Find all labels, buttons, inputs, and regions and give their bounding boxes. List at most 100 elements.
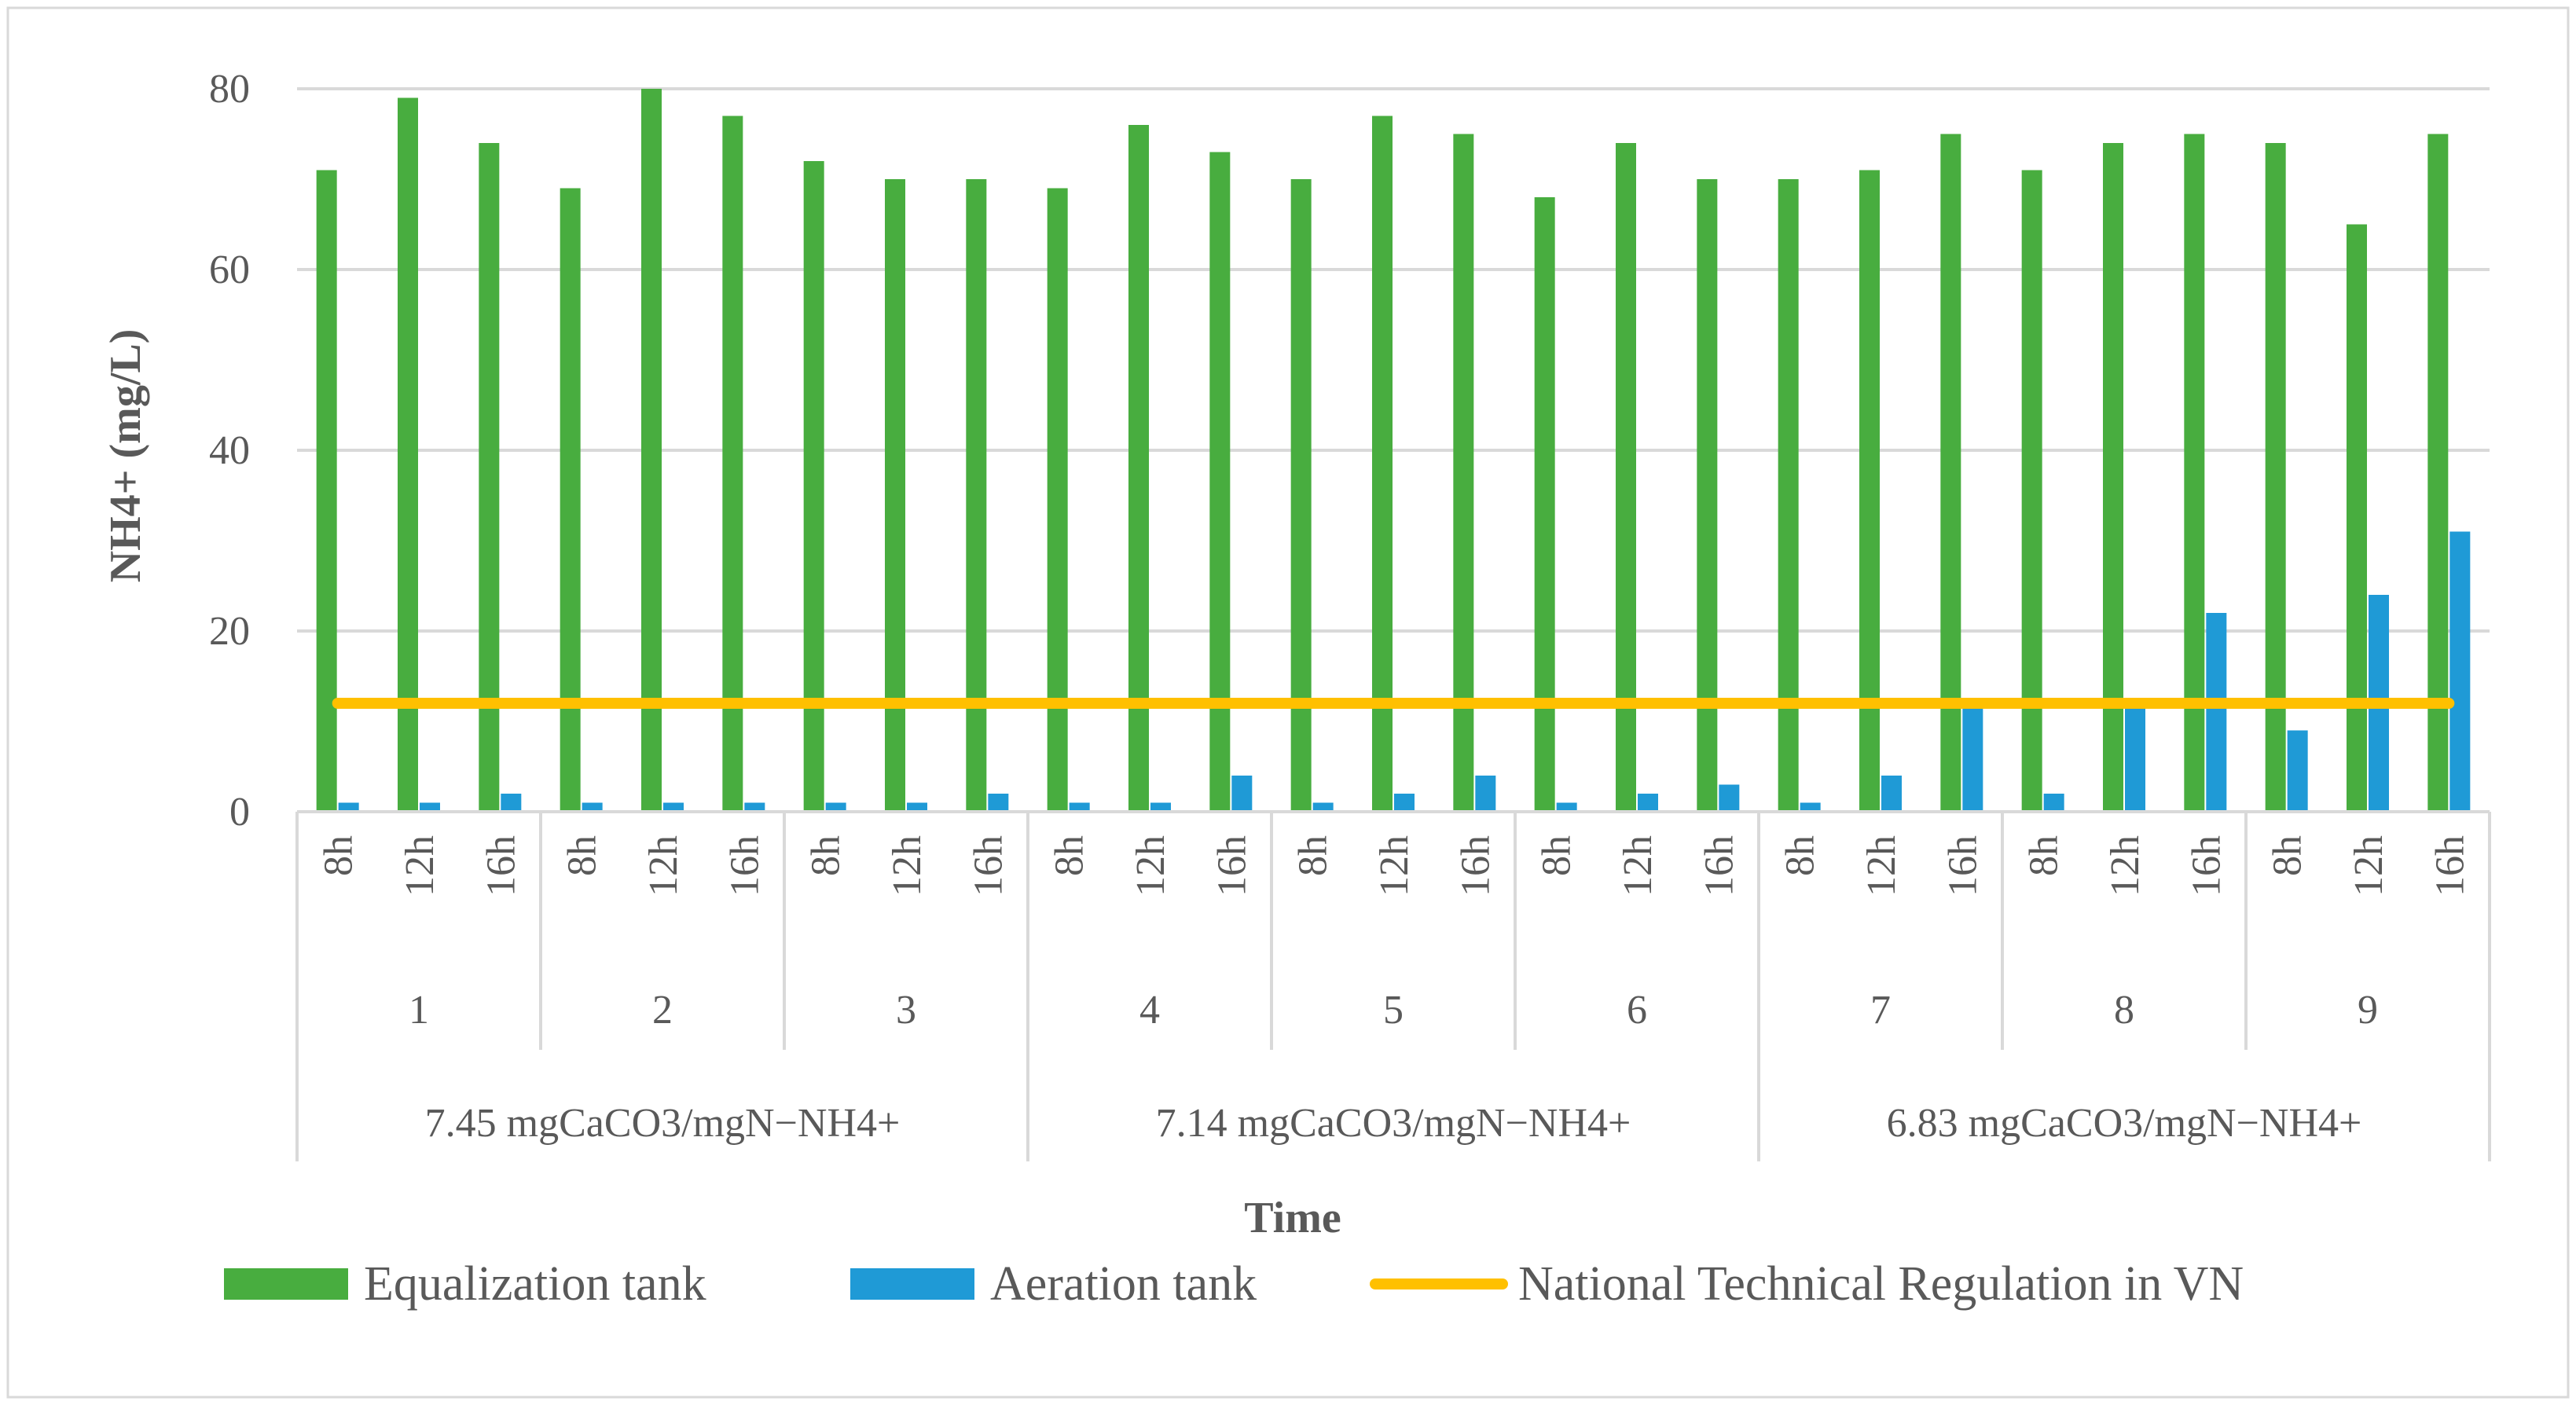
legend-label: Equalization tank [364,1257,706,1311]
aeration-bar [1556,802,1577,812]
time-label: 12h [1372,835,1417,897]
y-tick-labels: 0 20 40 60 80 [209,67,250,835]
equalization-bar [803,161,824,812]
time-label: 8h [560,835,605,876]
aeration-bar [1394,794,1415,812]
equalization-bar [1372,116,1393,812]
aeration-bar [501,794,522,812]
aeration-bar [1312,802,1334,812]
time-label: 8h [1778,835,1823,876]
aeration-bar [2206,613,2227,812]
time-label: 16h [722,835,767,897]
x-axis-categories: 8h 12h 16h 8h 12h 16h 8h 12h 16h 8h 12h 16h 8h 12h 16h… [295,810,2491,1161]
legend-swatch [850,1268,974,1300]
legend-swatch [224,1268,348,1300]
time-label: 8h [1048,835,1092,876]
aeration-bar [744,802,765,812]
aeration-bar [2287,730,2308,812]
time-label: 16h [1209,835,1254,897]
day-label: 1 [409,988,429,1033]
time-label: 12h [2347,835,2391,897]
equalization-bar [398,97,418,812]
time-label: 16h [2427,835,2472,897]
time-label: 12h [2103,835,2148,897]
y-tick-label: 60 [209,248,250,292]
equalization-bar [722,116,743,812]
day-label: 9 [2358,988,2378,1033]
y-tick-label: 80 [209,67,250,112]
legend-label: Aeration tank [990,1257,1257,1311]
time-label: 8h [2266,835,2310,876]
aeration-bar [1475,776,1496,812]
equalization-bar [1697,179,1718,812]
equalization-bar [2103,143,2123,812]
ratio-group-label: 7.14 mgCaCO3/mgN−NH4+ [1156,1101,1631,1146]
aeration-bar [663,802,684,812]
day-label: 2 [652,988,673,1033]
aeration-bar [988,794,1009,812]
aeration-bar [2449,531,2471,812]
aeration-bar [338,802,359,812]
time-label: 8h [317,835,361,876]
equalization-bar [1047,188,1068,812]
ratio-group-label: 6.83 mgCaCO3/mgN−NH4+ [1887,1101,2362,1146]
legend-label: National Technical Regulation in VN [1518,1257,2244,1311]
time-label: 12h [398,835,442,897]
equalization-bar [1940,134,1961,812]
time-label: 16h [1453,835,1498,897]
equalization-bar [1859,170,1880,812]
time-label: 12h [1859,835,1904,897]
y-tick-label: 0 [229,790,250,835]
equalization-bar [885,179,905,812]
day-label: 8 [2114,988,2134,1033]
legend: Equalization tank Aeration tank National T… [224,1257,2244,1311]
equalization-bar [1778,179,1799,812]
time-label: 16h [2184,835,2229,897]
equalization-bar [2427,134,2449,812]
aeration-bar [1231,776,1253,812]
equalization-bar [1209,152,1231,812]
equalization-bar [316,170,337,812]
equalization-bar [1616,143,1636,812]
equalization-bar [2347,224,2367,812]
day-label: 7 [1870,988,1891,1033]
time-label: 8h [2022,835,2067,876]
equalization-bar [2021,170,2042,812]
aeration-bar [1638,794,1658,812]
aeration-bar [2043,794,2064,812]
aeration-bar [1069,802,1090,812]
gridlines [297,87,2490,633]
aeration-bar [420,802,440,812]
equalization-bar [1534,197,1555,812]
equalization-bar [966,179,987,812]
ratio-group-label: 7.45 mgCaCO3/mgN−NH4+ [425,1101,901,1146]
time-label: 16h [1697,835,1741,897]
equalization-bar [479,143,500,812]
day-label: 3 [896,988,916,1033]
y-tick-label: 20 [209,609,250,654]
time-label: 16h [1940,835,1985,897]
time-label: 8h [1535,835,1580,876]
equalization-bar [1453,134,1474,812]
equalization-bar [2265,143,2286,812]
aeration-bar [582,802,603,812]
aeration-bar [1881,776,1902,812]
time-label: 12h [641,835,686,897]
equalization-bar [1128,125,1149,812]
time-label: 12h [1128,835,1173,897]
time-label: 16h [479,835,523,897]
aeration-bar [907,802,927,812]
day-label: 6 [1627,988,1647,1033]
day-label: 4 [1139,988,1160,1033]
aeration-bar [1150,802,1171,812]
time-label: 12h [885,835,930,897]
equalization-bar [1290,179,1312,812]
aeration-bar [825,802,846,812]
aeration-bar [1719,784,1740,812]
y-axis-title: NH4+ (mg/L) [101,329,150,583]
equalization-bar [2184,134,2205,812]
aeration-bar [2125,703,2145,812]
time-label: 12h [1616,835,1660,897]
